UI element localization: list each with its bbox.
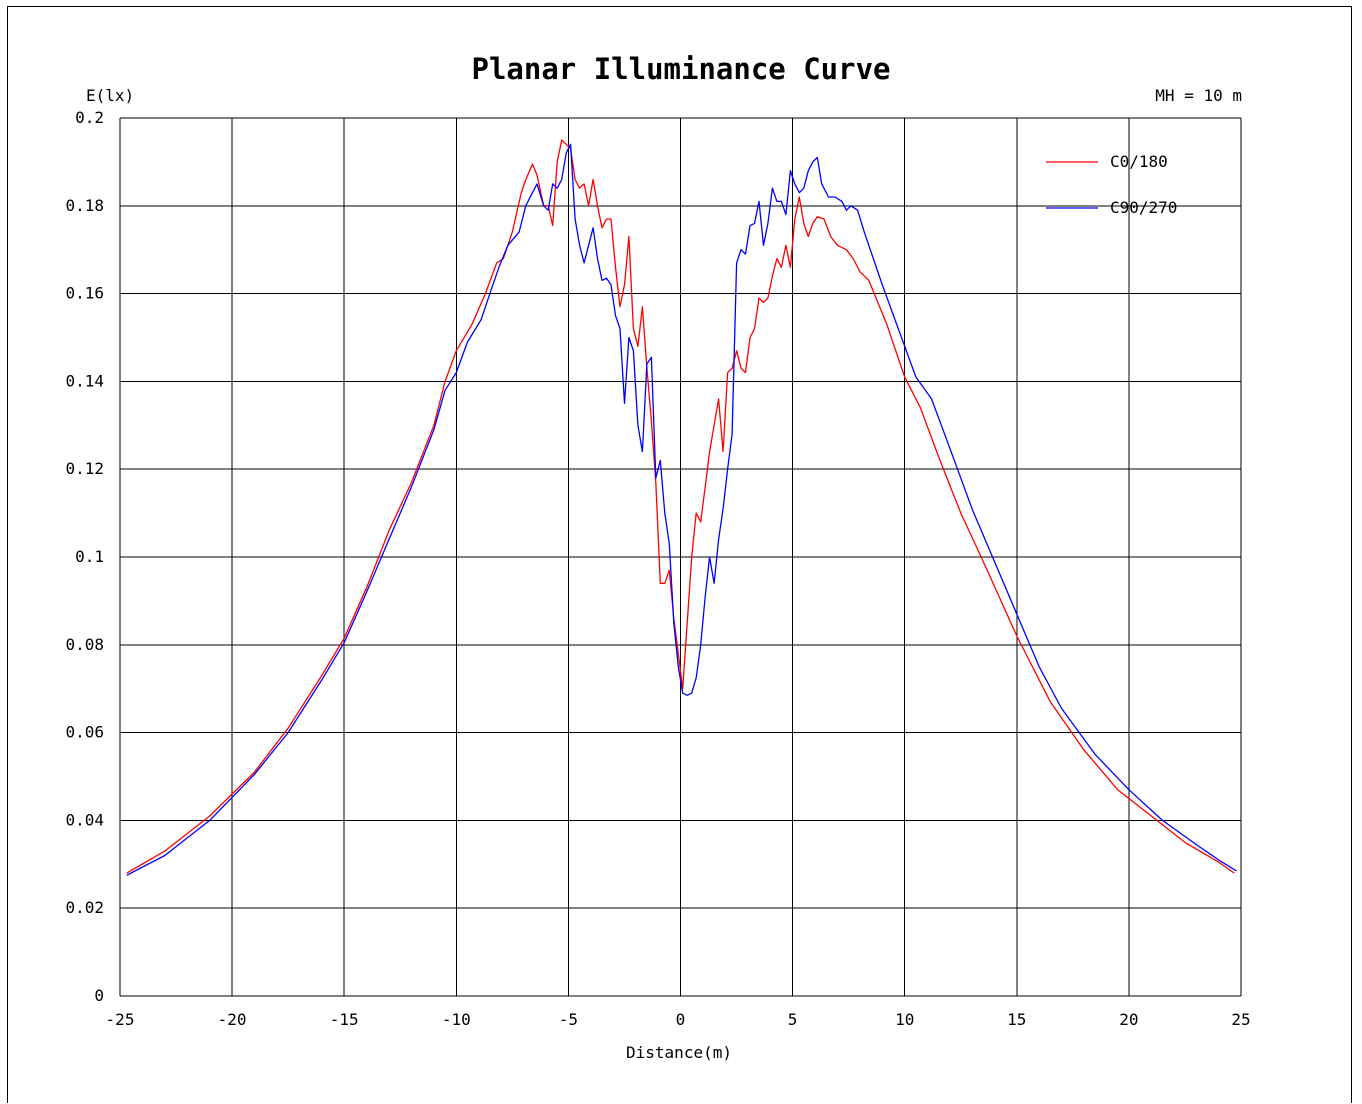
chart-title: Planar Illuminance Curve xyxy=(471,52,890,86)
grid-lines xyxy=(120,118,1241,996)
x-tick-label: 5 xyxy=(788,1010,798,1029)
y-tick-label: 0.18 xyxy=(65,196,104,215)
y-tick-label: 0.08 xyxy=(65,635,104,654)
legend-label: C90/270 xyxy=(1110,198,1177,217)
y-tick-label: 0 xyxy=(94,986,104,1005)
y-tick-label: 0.06 xyxy=(65,723,104,742)
x-tick-label: -20 xyxy=(218,1010,247,1029)
x-tick-label: -15 xyxy=(330,1010,359,1029)
y-tick-label: 0.1 xyxy=(75,547,104,566)
x-tick-label: 15 xyxy=(1007,1010,1026,1029)
y-tick-label: 0.14 xyxy=(65,371,104,390)
y-tick-label: 0.2 xyxy=(75,108,104,127)
y-tick-label: 0.02 xyxy=(65,898,104,917)
mounting-height-annotation: MH = 10 m xyxy=(1155,86,1242,105)
x-axis-label: Distance(m) xyxy=(626,1043,732,1062)
y-tick-label: 0.12 xyxy=(65,459,104,478)
series-line-c90-270 xyxy=(127,144,1237,875)
x-tick-label: 25 xyxy=(1231,1010,1250,1029)
y-tick-label: 0.04 xyxy=(65,810,104,829)
y-tick-label: 0.16 xyxy=(65,284,104,303)
x-tick-label: 0 xyxy=(676,1010,686,1029)
x-tick-label: -10 xyxy=(442,1010,471,1029)
x-tick-label: -25 xyxy=(106,1010,135,1029)
x-tick-label: -5 xyxy=(559,1010,578,1029)
legend: C0/180 C90/270 xyxy=(1046,152,1177,217)
tick-labels: -25 -20 -15 -10 -5 0 5 10 15 20 25 0 0.02 0.04 0.06 0.0… xyxy=(65,108,1250,1029)
legend-label: C0/180 xyxy=(1110,152,1168,171)
x-tick-label: 20 xyxy=(1119,1010,1138,1029)
series-lines xyxy=(127,140,1237,875)
y-axis-label: E(lx) xyxy=(86,86,134,105)
x-tick-label: 10 xyxy=(895,1010,914,1029)
